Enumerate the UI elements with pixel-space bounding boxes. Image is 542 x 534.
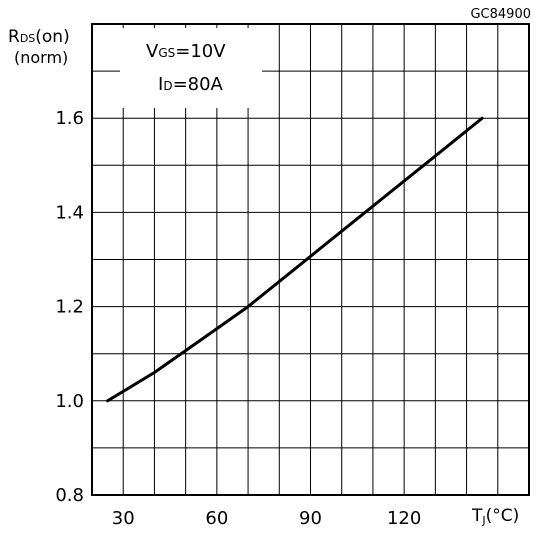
series-line [106, 116, 484, 403]
x-tick-label: 90 [299, 508, 322, 529]
x-axis-label: TJ(°C) [471, 506, 519, 527]
y-axis-label: RDS(on) [8, 27, 70, 47]
y-tick-label: 1.6 [55, 108, 84, 129]
x-tick-label: 120 [387, 508, 421, 529]
annotation-id: ID=80A [158, 74, 224, 95]
annotation-box [120, 28, 262, 108]
chart-grid [92, 24, 529, 495]
y-tick-label: 0.8 [55, 485, 84, 506]
tick-labels: 30 60 90 120 0.8 1.0 1.2 1.4 1.6 [55, 108, 421, 529]
y-axis-label-line2: (norm) [14, 48, 68, 67]
y-tick-label: 1.4 [55, 202, 84, 223]
y-tick-label: 1.2 [55, 297, 84, 318]
series-group [106, 116, 484, 403]
y-tick-label: 1.0 [55, 391, 84, 412]
plot-frame [91, 23, 530, 496]
annotation-vgs: VGS=10V [146, 41, 226, 62]
figure-code: GC84900 [470, 7, 531, 22]
x-tick-label: 30 [112, 508, 135, 529]
x-tick-label: 60 [205, 508, 228, 529]
